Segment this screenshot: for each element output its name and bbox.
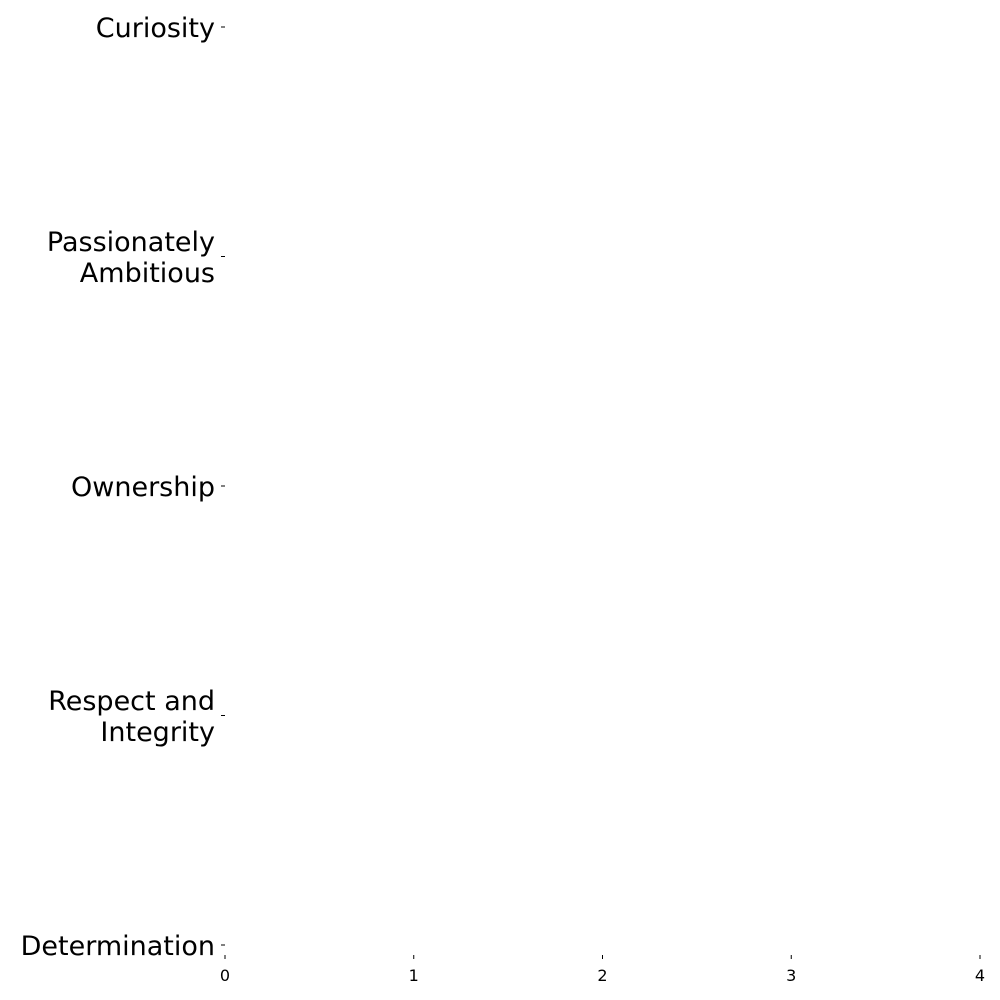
y-tick-label: Respect and Integrity [48, 686, 215, 748]
y-tick-label: Ownership [71, 472, 215, 503]
y-tick-label-line: Determination [21, 931, 215, 962]
x-tick-label: 0 [220, 966, 230, 985]
y-tick-label-line: Ownership [71, 472, 215, 503]
y-tick-label: Determination [21, 931, 215, 962]
y-tick-label: Curiosity [96, 13, 215, 44]
x-tick-label: 3 [786, 966, 796, 985]
x-axis: 0 1 2 3 4 [220, 955, 985, 985]
y-tick-label-line: Integrity [100, 717, 215, 748]
y-axis: Curiosity Passionately Ambitious Ownership R… [21, 13, 225, 962]
y-tick-label-line: Curiosity [96, 13, 215, 44]
y-tick-label-line: Passionately [47, 227, 215, 258]
y-tick-label-line: Respect and [48, 686, 215, 717]
y-tick-label-line: Ambitious [80, 258, 215, 289]
x-tick-label: 1 [409, 966, 419, 985]
x-tick-label: 4 [975, 966, 985, 985]
x-tick-label: 2 [597, 966, 607, 985]
y-tick-label: Passionately Ambitious [47, 227, 215, 289]
